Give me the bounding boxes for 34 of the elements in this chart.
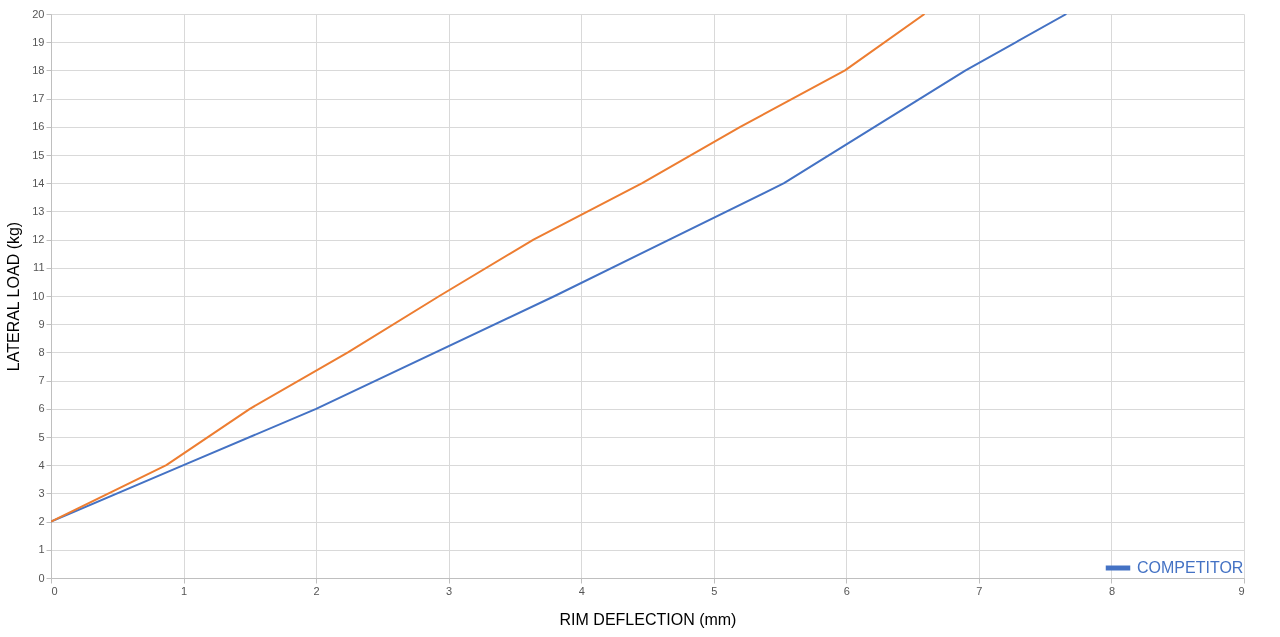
y-tick-label: 12 bbox=[32, 233, 45, 246]
y-tick-label: 3 bbox=[38, 486, 45, 499]
legend-label: COMPETITOR bbox=[1137, 559, 1244, 576]
x-tick-label: 4 bbox=[578, 584, 585, 597]
x-tick-label: 3 bbox=[446, 584, 453, 597]
y-tick-label: 13 bbox=[32, 204, 45, 217]
y-tick-label: 4 bbox=[38, 458, 45, 471]
y-tick-label: 8 bbox=[38, 345, 45, 358]
y-tick-label: 10 bbox=[32, 289, 45, 302]
x-tick-label: 9 bbox=[1238, 584, 1245, 597]
y-tick-label: 2 bbox=[38, 515, 45, 528]
x-tick-label: 2 bbox=[313, 584, 320, 597]
y-tick-label: 15 bbox=[32, 148, 45, 161]
y-tick-label: 20 bbox=[32, 7, 45, 20]
y-axis-title: LATERAL LOAD (kg) bbox=[5, 221, 23, 372]
x-tick-label: 6 bbox=[843, 584, 850, 597]
x-tick-label: 7 bbox=[976, 584, 983, 597]
y-tick-label: 0 bbox=[38, 571, 45, 584]
x-tick-label: 0 bbox=[51, 584, 58, 597]
y-tick-label: 9 bbox=[38, 317, 45, 330]
y-tick-label: 19 bbox=[32, 35, 45, 48]
y-tick-label: 1 bbox=[38, 543, 45, 556]
y-tick-label: 6 bbox=[38, 402, 45, 415]
y-tick-label: 17 bbox=[32, 92, 45, 105]
y-tick-label: 7 bbox=[38, 374, 45, 387]
y-tick-label: 16 bbox=[32, 120, 45, 133]
y-tick-label: 14 bbox=[32, 176, 45, 189]
y-tick-label: 18 bbox=[32, 63, 45, 76]
x-tick-label: 8 bbox=[1108, 584, 1116, 597]
x-tick-label: 1 bbox=[180, 584, 188, 597]
x-axis-title: RIM DEFLECTION (mm) bbox=[559, 610, 737, 628]
y-tick-label: 5 bbox=[38, 430, 45, 443]
x-tick-label: 5 bbox=[711, 584, 718, 597]
y-tick-label: 11 bbox=[33, 261, 45, 274]
